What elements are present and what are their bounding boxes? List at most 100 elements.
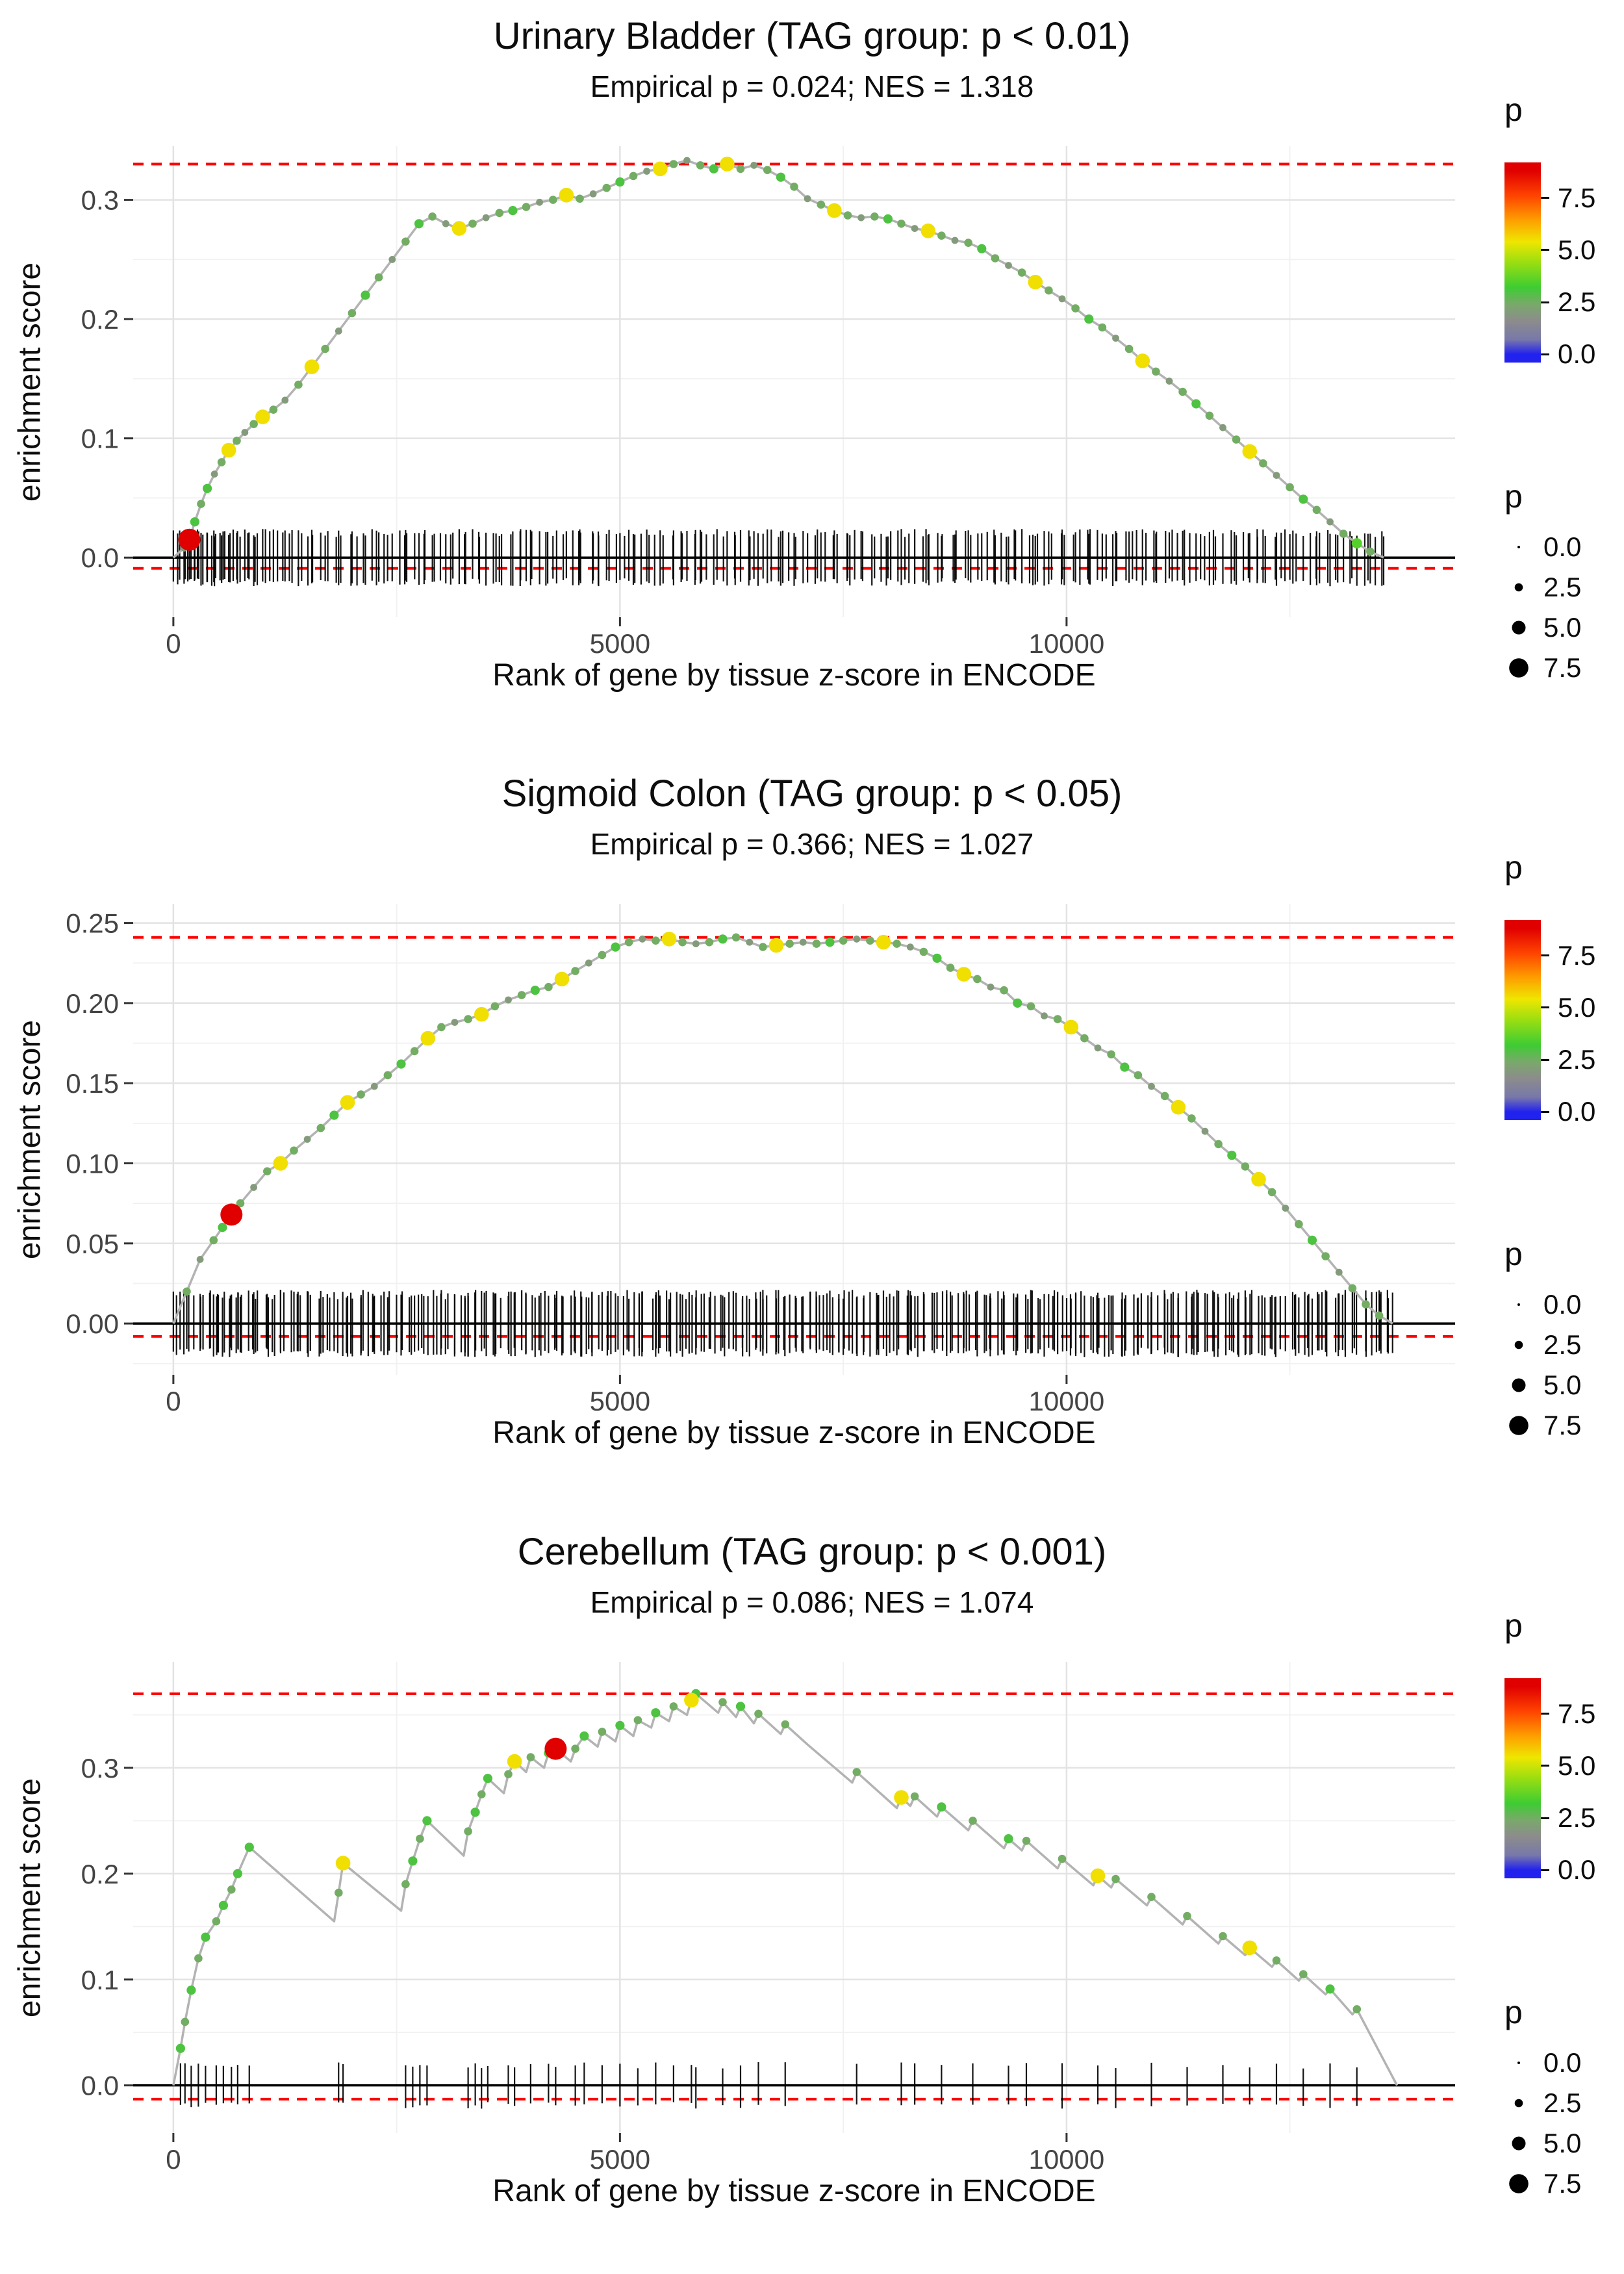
colorbar-label: 5.0 bbox=[1558, 1750, 1596, 1781]
x-axis-title: Rank of gene by tissue z-score in ENCODE bbox=[492, 1416, 1096, 1450]
size-legend-title: p bbox=[1504, 1994, 1523, 2030]
size-legend-label: 5.0 bbox=[1543, 612, 1582, 643]
size-legend-dot-icon bbox=[1517, 2062, 1520, 2064]
colorbar-label: 0.0 bbox=[1558, 339, 1596, 370]
chart-title: Urinary Bladder (TAG group: p < 0.01) bbox=[493, 15, 1131, 57]
size-legend-row: 2.5 bbox=[1504, 2083, 1581, 2123]
size-legend-row: 5.0 bbox=[1504, 1365, 1581, 1405]
size-legend-row: 0.0 bbox=[1504, 2043, 1581, 2083]
size-legend-row: 7.5 bbox=[1504, 2164, 1581, 2204]
size-legend-row: 0.0 bbox=[1504, 1284, 1581, 1325]
colorbar-label: 5.0 bbox=[1558, 234, 1596, 265]
svg-text:0.2: 0.2 bbox=[81, 304, 119, 335]
colorbar-tick bbox=[1541, 1817, 1549, 1819]
colorbar-label: 2.5 bbox=[1558, 1802, 1596, 1833]
colorbar-label: 2.5 bbox=[1558, 287, 1596, 317]
color-legend-title: p bbox=[1504, 1607, 1523, 1644]
color-legend: p 7.5 5.0 2.5 0.0 bbox=[1504, 849, 1624, 1154]
color-legend: p 7.5 5.0 2.5 0.0 bbox=[1504, 1607, 1624, 1912]
size-legend: p 0.0 2.5 5.0 7.5 bbox=[1504, 478, 1624, 685]
size-legend-row: 7.5 bbox=[1504, 1405, 1581, 1446]
colorbar-tick bbox=[1541, 197, 1549, 199]
colorbar-label: 0.0 bbox=[1558, 1096, 1596, 1127]
enrichment-plot: 0.0 0.1 0.2 0.3 0 5000 10000 bbox=[81, 1662, 1455, 2175]
colorbar-tick bbox=[1541, 249, 1549, 251]
svg-text:0: 0 bbox=[166, 1386, 181, 1416]
colorbar-label: 7.5 bbox=[1558, 182, 1596, 213]
chart-title: Sigmoid Colon (TAG group: p < 0.05) bbox=[501, 773, 1123, 815]
colorbar bbox=[1504, 162, 1541, 363]
chart-subtitle: Empirical p = 0.086; NES = 1.074 bbox=[590, 1585, 1034, 1619]
svg-text:0.00: 0.00 bbox=[66, 1309, 119, 1339]
size-legend-row: 7.5 bbox=[1504, 648, 1581, 688]
size-legend-label: 5.0 bbox=[1543, 2128, 1582, 2158]
svg-text:10000: 10000 bbox=[1028, 2144, 1104, 2175]
colorbar-label: 7.5 bbox=[1558, 939, 1596, 971]
size-legend-row: 5.0 bbox=[1504, 607, 1581, 648]
x-axis-title: Rank of gene by tissue z-score in ENCODE bbox=[492, 2174, 1096, 2208]
size-legend-dot-icon bbox=[1512, 1378, 1526, 1392]
panel-sigmoid-colon: Sigmoid Colon (TAG group: p < 0.05) Empi… bbox=[0, 758, 1624, 1516]
size-legend: p 0.0 2.5 5.0 7.5 bbox=[1504, 1235, 1624, 1443]
size-legend-row: 2.5 bbox=[1504, 567, 1581, 607]
size-legend-label: 2.5 bbox=[1543, 1329, 1582, 1360]
svg-text:0.10: 0.10 bbox=[66, 1148, 119, 1179]
size-legend-dot-icon bbox=[1514, 2099, 1523, 2108]
chart-title: Cerebellum (TAG group: p < 0.001) bbox=[517, 1531, 1107, 1573]
svg-text:0.05: 0.05 bbox=[66, 1229, 119, 1259]
size-legend-label: 0.0 bbox=[1543, 531, 1582, 562]
svg-text:0.1: 0.1 bbox=[81, 1965, 119, 1995]
panel-cerebellum: Cerebellum (TAG group: p < 0.001) Empiri… bbox=[0, 1516, 1624, 2274]
svg-text:0.15: 0.15 bbox=[66, 1068, 119, 1099]
size-legend-rows: 0.0 2.5 5.0 7.5 bbox=[1504, 527, 1581, 688]
size-legend-label: 2.5 bbox=[1543, 2088, 1582, 2118]
colorbar bbox=[1504, 1678, 1541, 1878]
size-legend-row: 5.0 bbox=[1504, 2123, 1581, 2164]
panel-urinary-bladder: Urinary Bladder (TAG group: p < 0.01) Em… bbox=[0, 0, 1624, 758]
size-legend-title: p bbox=[1504, 478, 1523, 515]
svg-text:5000: 5000 bbox=[590, 628, 650, 659]
size-legend-rows: 0.0 2.5 5.0 7.5 bbox=[1504, 1284, 1581, 1446]
size-legend: p 0.0 2.5 5.0 7.5 bbox=[1504, 1993, 1624, 2201]
size-legend-title: p bbox=[1504, 1236, 1523, 1272]
colorbar-tick bbox=[1541, 1110, 1549, 1113]
colorbar-tick bbox=[1541, 301, 1549, 303]
colorbar bbox=[1504, 920, 1541, 1120]
size-legend-dot-icon bbox=[1509, 1416, 1529, 1435]
colorbar-label: 2.5 bbox=[1558, 1044, 1596, 1075]
colorbar-tick bbox=[1541, 1058, 1549, 1061]
size-legend-dot-icon bbox=[1517, 1303, 1520, 1306]
size-legend-row: 2.5 bbox=[1504, 1325, 1581, 1365]
svg-text:0.3: 0.3 bbox=[81, 185, 119, 216]
color-legend-title: p bbox=[1504, 849, 1523, 886]
svg-text:5000: 5000 bbox=[590, 1386, 650, 1416]
size-legend-label: 7.5 bbox=[1543, 1410, 1582, 1440]
svg-text:0: 0 bbox=[166, 2144, 181, 2175]
svg-text:0.1: 0.1 bbox=[81, 424, 119, 454]
size-legend-label: 7.5 bbox=[1543, 2168, 1582, 2199]
size-legend-dot-icon bbox=[1514, 1340, 1523, 1349]
size-legend-label: 5.0 bbox=[1543, 1370, 1582, 1400]
size-legend-label: 7.5 bbox=[1543, 652, 1582, 683]
svg-text:0.0: 0.0 bbox=[81, 543, 119, 573]
colorbar-label: 0.0 bbox=[1558, 1854, 1596, 1885]
colorbar-label: 7.5 bbox=[1558, 1698, 1596, 1729]
svg-text:0.2: 0.2 bbox=[81, 1859, 119, 1889]
svg-text:0.25: 0.25 bbox=[66, 908, 119, 939]
svg-text:0.0: 0.0 bbox=[81, 2071, 119, 2101]
size-legend-dot-icon bbox=[1509, 2174, 1529, 2193]
svg-text:10000: 10000 bbox=[1028, 628, 1104, 659]
colorbar-tick bbox=[1541, 954, 1549, 956]
x-axis-title: Rank of gene by tissue z-score in ENCODE bbox=[492, 658, 1096, 693]
size-legend-label: 0.0 bbox=[1543, 1289, 1582, 1320]
chart-subtitle: Empirical p = 0.366; NES = 1.027 bbox=[590, 827, 1034, 861]
size-legend-dot-icon bbox=[1514, 583, 1523, 592]
colorbar-tick bbox=[1541, 1765, 1549, 1767]
colorbar-tick bbox=[1541, 1713, 1549, 1715]
svg-text:0: 0 bbox=[166, 628, 181, 659]
svg-text:5000: 5000 bbox=[590, 2144, 650, 2175]
colorbar-tick bbox=[1541, 1006, 1549, 1009]
size-legend-dot-icon bbox=[1512, 2136, 1526, 2151]
size-legend-dot-icon bbox=[1509, 658, 1529, 678]
